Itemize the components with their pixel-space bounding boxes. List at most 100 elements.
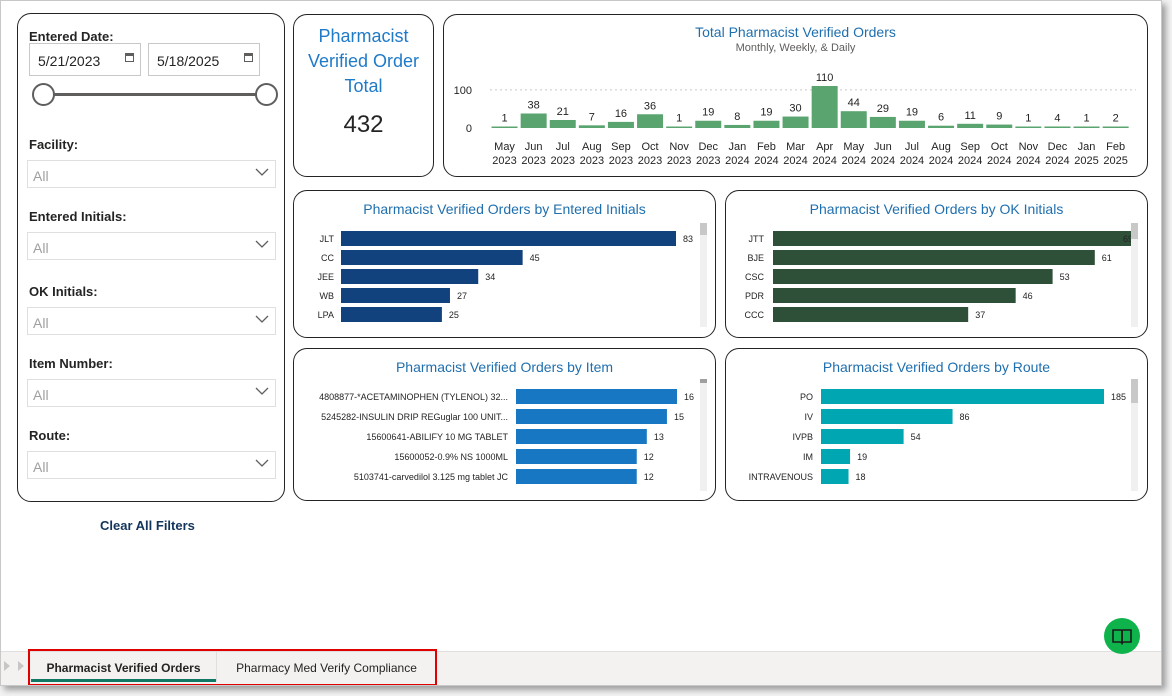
kpi-card: Pharmacist Verified Order Total 432 xyxy=(293,14,434,177)
category-label: 15600641-ABILIFY 10 MG TABLET xyxy=(366,432,508,442)
date-range-slider-track[interactable] xyxy=(43,93,265,96)
x-tick-month: Feb xyxy=(1106,141,1125,153)
entered-date-label: Entered Date: xyxy=(29,29,114,44)
chevron-down-icon xyxy=(255,240,269,248)
entered-initials-label: Entered Initials: xyxy=(29,209,127,224)
route-scrollbar[interactable] xyxy=(1131,379,1138,491)
scrollbar-thumb[interactable] xyxy=(700,379,707,383)
bar xyxy=(491,126,518,128)
bar xyxy=(957,123,984,128)
x-tick-year: 2023 xyxy=(638,155,662,167)
data-label: 185 xyxy=(1111,392,1126,402)
calendar-icon[interactable] xyxy=(125,53,134,62)
data-label: 27 xyxy=(457,291,467,301)
category-label: 4808877-*ACETAMINOPHEN (TYLENOL) 32... xyxy=(319,392,508,402)
bar xyxy=(782,116,809,128)
x-tick-month: May xyxy=(843,141,864,153)
category-label: JLT xyxy=(320,234,335,244)
tab-pharmacist-verified-orders[interactable]: Pharmacist Verified Orders xyxy=(31,652,216,682)
entered-initials-scrollbar[interactable] xyxy=(700,223,707,327)
x-tick-month: May xyxy=(494,141,515,153)
bar xyxy=(928,125,955,128)
facility-value: All xyxy=(33,168,49,184)
route-dropdown[interactable]: All xyxy=(27,451,276,479)
bar xyxy=(341,288,450,303)
ok-initials-value: All xyxy=(33,315,49,331)
tab-pharmacy-med-verify-compliance[interactable]: Pharmacy Med Verify Compliance xyxy=(216,652,436,682)
bar xyxy=(986,124,1013,128)
data-label: 1 xyxy=(1025,113,1031,125)
data-label: 2 xyxy=(1113,113,1119,125)
category-label: PDR xyxy=(745,291,765,301)
book-button[interactable] xyxy=(1104,618,1140,654)
x-tick-year: 2024 xyxy=(1016,155,1040,167)
category-label: CC xyxy=(321,253,334,263)
data-label: 37 xyxy=(975,310,985,320)
bar xyxy=(821,389,1104,404)
bar xyxy=(516,429,647,444)
data-label: 19 xyxy=(857,452,867,462)
tab-scroll-left-icon[interactable] xyxy=(4,661,10,671)
bar xyxy=(520,113,547,128)
bar xyxy=(773,288,1016,303)
chevron-down-icon xyxy=(255,387,269,395)
x-tick-year: 2023 xyxy=(667,155,691,167)
x-tick-year: 2023 xyxy=(551,155,575,167)
data-label: 21 xyxy=(557,106,569,118)
data-label: 86 xyxy=(960,412,970,422)
x-tick-year: 2023 xyxy=(492,155,516,167)
end-date-input[interactable]: 5/18/2025 xyxy=(148,43,260,76)
category-label: PO xyxy=(800,392,813,402)
data-label: 36 xyxy=(644,100,656,112)
tab-scroll-right-icon[interactable] xyxy=(18,661,24,671)
scrollbar-thumb[interactable] xyxy=(1131,223,1138,239)
data-label: 19 xyxy=(906,107,918,119)
ok-initials-scrollbar[interactable] xyxy=(1131,223,1138,327)
data-label: 44 xyxy=(848,97,860,109)
data-label: 16 xyxy=(684,392,694,402)
scrollbar-thumb[interactable] xyxy=(700,223,707,235)
data-label: 4 xyxy=(1054,112,1060,124)
bar xyxy=(341,269,479,284)
bar xyxy=(341,231,676,246)
x-tick-year: 2024 xyxy=(900,155,924,167)
category-label: IVPB xyxy=(792,432,813,442)
entered-initials-value: All xyxy=(33,240,49,256)
x-tick-year: 2024 xyxy=(783,155,807,167)
calendar-icon[interactable] xyxy=(244,53,253,62)
chevron-down-icon xyxy=(255,459,269,467)
x-tick-month: Apr xyxy=(816,141,833,153)
bar xyxy=(840,111,867,128)
data-label: 54 xyxy=(911,432,921,442)
bar xyxy=(773,307,969,322)
bar xyxy=(516,469,637,484)
x-tick-month: Sep xyxy=(960,141,980,153)
page-tab-bar: Pharmacist Verified Orders Pharmacy Med … xyxy=(1,651,1161,685)
date-range-start-handle[interactable] xyxy=(32,83,55,106)
data-label: 19 xyxy=(760,107,772,119)
x-tick-month: Aug xyxy=(931,141,951,153)
item-number-dropdown[interactable]: All xyxy=(27,379,276,407)
route-chart-title: Pharmacist Verified Orders by Route xyxy=(822,359,1051,375)
ok-initials-label: OK Initials: xyxy=(29,284,98,299)
bar xyxy=(1044,126,1071,128)
bar xyxy=(516,389,677,404)
scrollbar-thumb[interactable] xyxy=(1131,379,1138,403)
x-tick-month: Aug xyxy=(582,141,602,153)
trend-chart-card: Total Pharmacist Verified Orders Monthly… xyxy=(443,14,1148,177)
ok-initials-dropdown[interactable]: All xyxy=(27,307,276,335)
item-scrollbar[interactable] xyxy=(700,379,707,491)
data-label: 1 xyxy=(501,113,507,125)
x-tick-year: 2024 xyxy=(871,155,895,167)
x-tick-month: Nov xyxy=(669,141,689,153)
data-label: 69 xyxy=(1123,234,1133,244)
entered-initials-dropdown[interactable]: All xyxy=(27,232,276,260)
facility-dropdown[interactable]: All xyxy=(27,160,276,188)
date-range-end-handle[interactable] xyxy=(255,83,278,106)
x-tick-month: Jan xyxy=(1078,141,1096,153)
clear-all-filters-button[interactable]: Clear All Filters xyxy=(100,518,195,533)
data-label: 15 xyxy=(674,412,684,422)
start-date-input[interactable]: 5/21/2023 xyxy=(29,43,141,76)
x-tick-year: 2023 xyxy=(609,155,633,167)
bar xyxy=(773,269,1053,284)
